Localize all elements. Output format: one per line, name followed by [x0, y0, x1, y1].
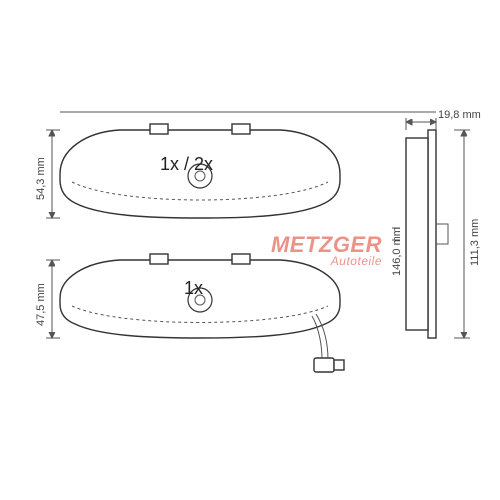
svg-text:19,8 mm: 19,8 mm: [438, 109, 481, 121]
dim-top-height: 54,3 mm: [35, 130, 60, 218]
pad-top-label: 1x / 2x: [160, 154, 213, 174]
dim-total-height: 111,3 mm: [454, 130, 481, 338]
svg-text:47,5 mm: 47,5 mm: [35, 283, 47, 326]
dim-width: 146,0 mm: [391, 227, 403, 276]
dim-bottom-height: 47,5 mm: [35, 260, 60, 338]
tech-drawing: 1x / 2x 54,3 mm 1x 47,5 mm: [0, 0, 500, 500]
pad-top: 1x / 2x: [60, 124, 340, 218]
svg-text:111,3 mm: 111,3 mm: [469, 219, 481, 266]
pad-bottom: 1x: [60, 254, 344, 372]
pad-bottom-label: 1x: [184, 278, 203, 298]
svg-text:146,0 mm: 146,0 mm: [391, 227, 403, 276]
svg-text:54,3 mm: 54,3 mm: [35, 157, 47, 200]
